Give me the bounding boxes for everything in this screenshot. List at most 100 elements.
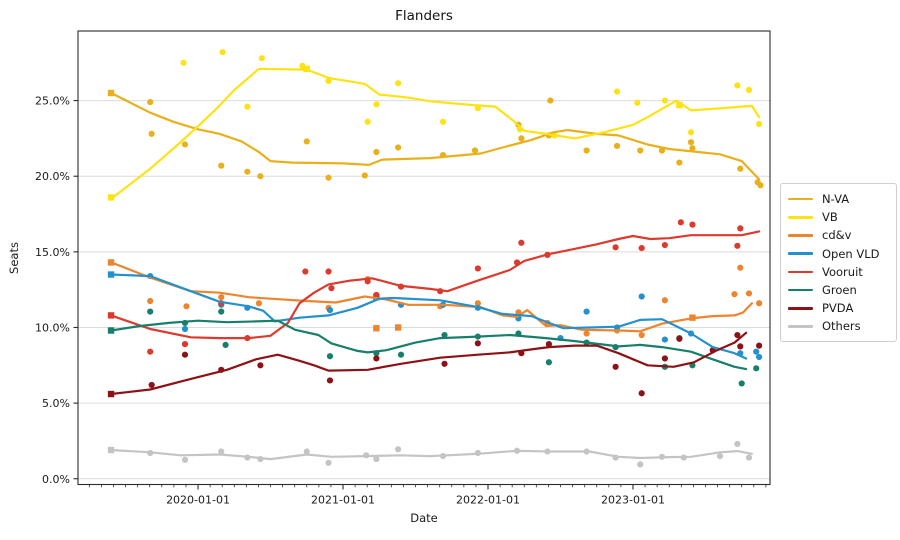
poll-point-vb (734, 82, 741, 89)
poll-point-vb (244, 103, 251, 110)
poll-point-others (734, 440, 741, 448)
legend-item-vooruit: Vooruit (788, 263, 896, 281)
legend-item-n-va: N-VA (788, 190, 896, 208)
poll-point-n-va (147, 98, 154, 106)
poll-point-groen (545, 359, 553, 366)
poll-point-groen (147, 308, 154, 315)
poll-point-n-va (547, 97, 554, 104)
poll-point-pvda (737, 343, 744, 350)
poll-point-vb (756, 120, 763, 128)
legend-label: Vooruit (822, 264, 863, 279)
poll-point-n-va (658, 147, 666, 154)
poll-point-vb (687, 129, 695, 136)
poll-point-pvda (181, 351, 189, 358)
poll-point-n-va (687, 139, 695, 146)
poll-point-vooruit (661, 241, 668, 249)
poll-point-cd-v (255, 300, 263, 307)
legend-label: Others (822, 319, 861, 334)
poll-point-pvda (474, 340, 481, 347)
poll-point-cd-v (218, 294, 225, 301)
poll-point-n-va (325, 174, 332, 181)
poll-point-vooruit (181, 341, 189, 348)
poll-point-vb (219, 49, 226, 56)
legend-item-pvda: PVDA (788, 299, 896, 317)
poll-point-pvda (257, 362, 264, 369)
poll-point-others (218, 448, 225, 455)
poll-point-n-va (471, 147, 479, 154)
poll-point-others (181, 456, 189, 463)
poll-point-cd-v (756, 300, 763, 307)
poll-point-others (745, 454, 753, 461)
poll-point-vb (258, 55, 265, 62)
poll-point-others (325, 459, 332, 466)
poll-point-n-va (244, 168, 251, 175)
poll-point-n-va (361, 172, 368, 179)
poll-point-vooruit (302, 268, 309, 275)
trend-line-others (109, 448, 754, 461)
y-tick-label: 10.0% (35, 321, 70, 334)
legend-label: VB (822, 210, 838, 225)
poll-point-cd-v (583, 330, 590, 337)
poll-point-open-vld (638, 293, 645, 300)
poll-point-vooruit (474, 265, 481, 272)
poll-point-cd-v (474, 300, 481, 307)
poll-point-n-va (518, 135, 525, 142)
poll-point-vb (613, 88, 621, 95)
poll-point-n-va (148, 130, 155, 137)
poll-point-cd-v (373, 325, 380, 332)
legend-swatch (788, 252, 813, 255)
poll-point-n-va (303, 138, 310, 145)
poll-point-n-va (757, 182, 764, 189)
poll-point-others (303, 448, 310, 455)
poll-point-open-vld (753, 348, 760, 355)
poll-point-pvda (734, 331, 741, 339)
poll-point-n-va (181, 141, 189, 148)
poll-point-pvda (545, 341, 553, 348)
poll-point-n-va (373, 148, 380, 156)
x-tick-label: 2022-01-01 (456, 494, 520, 507)
trend-line-open-vld (109, 273, 748, 360)
y-tick-label: 25.0% (35, 95, 70, 108)
trend-line-vooruit (109, 230, 761, 340)
trend-line-cd-v (109, 261, 754, 333)
poll-point-cd-v (183, 303, 190, 310)
poll-point-vb (439, 118, 447, 125)
trend-line-groen (109, 319, 748, 371)
poll-point-vooruit (638, 244, 645, 252)
legend-label: cd&v (822, 228, 852, 243)
poll-point-vooruit (734, 242, 741, 249)
y-axis-label: Seats (7, 242, 21, 274)
poll-point-pvda (756, 342, 763, 349)
legend: N-VA VB cd&v Open VLD Vooruit Groen PVDA Others (780, 183, 897, 342)
poll-point-vooruit (325, 268, 332, 275)
x-tick-label: 2020-01-01 (166, 494, 230, 507)
poll-point-n-va (737, 165, 744, 172)
poll-point-groen (326, 353, 334, 360)
y-tick-label: 0.0% (42, 473, 70, 486)
poll-point-vooruit (147, 348, 154, 355)
poll-point-cd-v (745, 290, 753, 297)
poll-point-groen (397, 351, 405, 358)
poll-point-vooruit (373, 291, 380, 299)
poll-point-n-va (689, 145, 696, 152)
legend-swatch (788, 197, 813, 201)
poll-point-vb (364, 118, 371, 125)
poll-point-pvda (612, 363, 619, 370)
trend-line-vb (109, 67, 761, 200)
poll-point-others (716, 452, 724, 460)
legend-swatch (788, 270, 813, 274)
y-tick-label: 20.0% (35, 170, 70, 183)
poll-point-vb (373, 101, 380, 108)
poll-point-groen (753, 365, 760, 372)
poll-point-groen (738, 380, 745, 387)
poll-point-vooruit (612, 244, 619, 251)
legend-label: Groen (822, 283, 857, 298)
poll-point-vooruit (737, 225, 744, 232)
legend-swatch (788, 288, 813, 292)
poll-point-others (373, 455, 380, 463)
poll-point-n-va (257, 173, 264, 180)
poll-point-cd-v (394, 324, 402, 331)
poll-point-open-vld (181, 325, 189, 333)
